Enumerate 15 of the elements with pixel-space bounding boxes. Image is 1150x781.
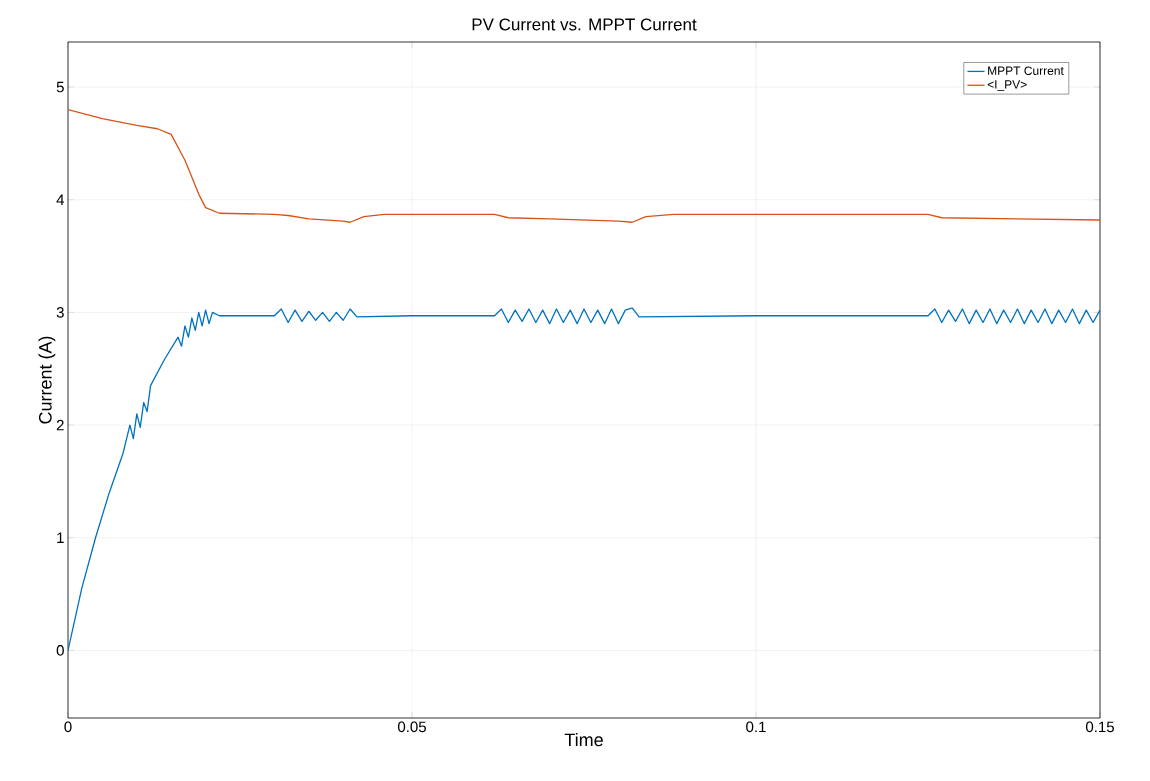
legend-label: MPPT Current — [988, 66, 1064, 75]
x-tick-label: 0.1 — [746, 721, 766, 733]
y-tick-label: 3 — [56, 307, 64, 318]
y-tick-label: 1 — [57, 532, 64, 543]
x-tick-label: 0.05 — [397, 721, 426, 733]
y-tick-label: 5 — [56, 81, 64, 93]
x-tick-label: 0.15 — [1085, 721, 1114, 733]
line-series — [68, 108, 1100, 223]
x-axis-title: Time — [564, 733, 603, 747]
y-tick-label: 2 — [56, 419, 64, 431]
legend-label: <I_PV> — [987, 80, 1027, 91]
y-axis-title: Current (A) — [38, 336, 56, 424]
chart-title: PV Current vs. MPPT Current — [472, 18, 697, 31]
y-tick-label: 4 — [56, 194, 65, 205]
y-tick-label: 0 — [56, 645, 64, 656]
